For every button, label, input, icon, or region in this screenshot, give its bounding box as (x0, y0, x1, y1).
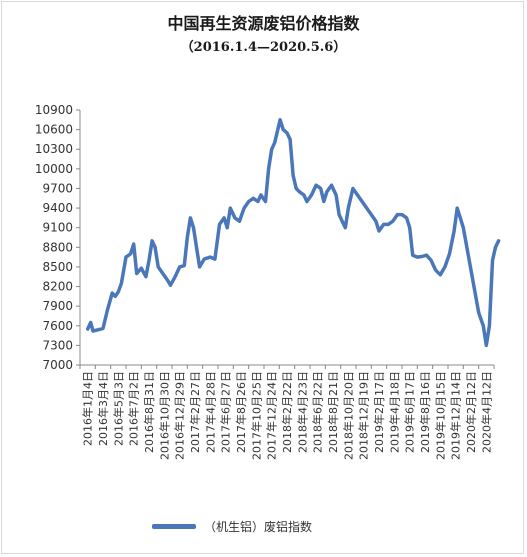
x-tick-label: 2017年2月27日 (188, 371, 202, 453)
chart-subtitle: （2016.1.4—2020.5.6） (180, 40, 347, 55)
chart-title: 中国再生资源废铝价格指数 (167, 14, 360, 33)
x-tick-label: 2016年1月4日 (81, 371, 95, 446)
x-tick-label: 2016年8月31日 (142, 371, 156, 453)
y-tick-label: 7300 (42, 338, 73, 352)
y-tick-label: 10600 (35, 123, 73, 137)
x-tick-label: 2018年12月19日 (357, 371, 371, 460)
y-axis: 7000 7300 7600 7900 8200 8500 8800 9100 9400 9700… (35, 103, 81, 372)
y-tick-label: 9100 (42, 221, 73, 235)
x-tick-label: 2018年8月21日 (326, 371, 340, 453)
x-tick-label: 2017年8月26日 (234, 371, 248, 453)
x-tick-label: 2019年10月15日 (433, 371, 447, 460)
x-tick-label: 2016年7月2日 (127, 371, 141, 446)
legend-label: （机生铝）废铝指数 (204, 519, 313, 534)
x-tick-label: 2017年12月24日 (265, 371, 279, 460)
x-tick-label: 2016年12月29日 (173, 371, 187, 460)
y-tick-label: 9400 (42, 201, 73, 215)
y-tick-label: 10300 (35, 142, 73, 156)
x-tick-label: 2019年12月14日 (449, 371, 463, 460)
x-tick-label: 2020年2月12日 (464, 371, 478, 453)
x-tick-label: 2020年4月12日 (479, 371, 493, 453)
x-tick-label: 2016年10月30日 (157, 371, 171, 460)
x-tick-label: 2018年10月20日 (341, 371, 355, 460)
y-tick-label: 10900 (35, 103, 73, 117)
x-tick-label: 2016年3月4日 (96, 371, 110, 446)
y-tick-label: 10000 (35, 162, 73, 176)
y-tick-label: 9700 (42, 181, 73, 195)
y-tick-label: 8500 (42, 260, 73, 274)
y-tick-label: 8200 (42, 280, 73, 294)
y-tick-label: 7000 (42, 358, 73, 372)
x-tick-label: 2018年6月22日 (311, 371, 325, 453)
y-tick-label: 8800 (42, 240, 73, 254)
x-tick-label: 2019年4月18日 (387, 371, 401, 453)
x-tick-label: 2019年6月17日 (403, 371, 417, 453)
y-tick-label: 7900 (42, 299, 73, 313)
x-tick-label: 2017年10月25日 (249, 371, 263, 460)
legend-swatch (152, 523, 196, 529)
plot-area (85, 118, 501, 348)
x-tick-label: 2016年5月3日 (111, 371, 125, 446)
x-tick-label: 2019年2月17日 (372, 371, 386, 453)
x-tick-label: 2017年6月27日 (219, 371, 233, 453)
x-tick-label: 2018年2月22日 (280, 371, 294, 453)
legend: （机生铝）废铝指数 (152, 516, 312, 536)
x-tick-label: 2018年4月23日 (295, 371, 309, 453)
x-tick-label: 2019年8月16日 (418, 371, 432, 453)
series-line-0 (85, 118, 501, 348)
y-tick-label: 7600 (42, 319, 73, 333)
line-chart: 7000 7300 7600 7900 8200 8500 8800 9100 9400 9700… (35, 103, 501, 460)
x-tick-label: 2017年4月28日 (203, 371, 217, 453)
x-axis: 2016年1月4日 2016年3月4日 2016年5月3日 2016年7月2日 2016… (79, 364, 495, 460)
